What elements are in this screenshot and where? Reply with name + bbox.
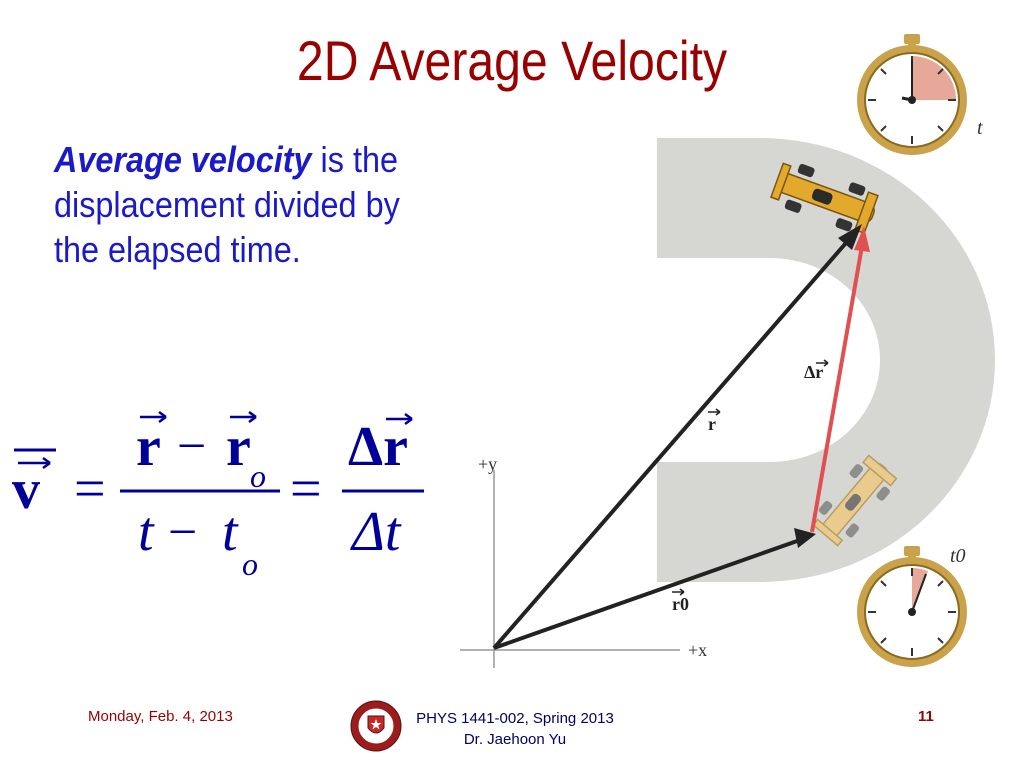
definition-paragraph: Average velocity is the displacement div… — [54, 137, 432, 272]
equals-sign-2: = — [290, 458, 322, 520]
footer-date: Monday, Feb. 4, 2013 — [88, 708, 233, 725]
page-number: 11 — [918, 708, 934, 725]
stopwatch-final-label: t — [977, 117, 983, 139]
denominator-t: t — [138, 501, 155, 563]
equals-sign-1: = — [74, 458, 106, 520]
denominator-subscript-o: o — [242, 546, 258, 582]
vector-delta-r-arrowhead — [854, 226, 870, 252]
vector-delta-r-label: Δr — [804, 362, 823, 382]
vector-r-arrowhead — [838, 224, 862, 250]
slide-title: 2D Average Velocity — [296, 29, 728, 92]
delta-r: Δr — [348, 416, 408, 478]
velocity-symbol: v — [12, 459, 40, 521]
race-car-initial — [812, 454, 898, 547]
numerator-subscript-o: o — [250, 458, 266, 494]
university-seal-icon — [350, 700, 402, 752]
stopwatch-initial-label: t0 — [950, 545, 966, 567]
definition-term: Average velocity — [54, 139, 312, 180]
numerator-r: r — [136, 416, 161, 478]
vector-r0-label: r0 — [672, 594, 689, 614]
x-axis-label: +x — [688, 640, 707, 660]
displacement-figure: +y +x r r0 Δr — [460, 34, 995, 668]
footer-course-info: PHYS 1441-002, Spring 2013 Dr. Jaehoon Y… — [405, 708, 625, 750]
definition-rest: is the displacement divided by the elaps… — [54, 139, 400, 270]
y-axis-label: +y — [478, 454, 497, 474]
stopwatch-initial-icon — [857, 546, 967, 667]
vector-r-label: r — [708, 414, 716, 434]
race-track — [657, 138, 995, 582]
numerator-minus: − — [177, 418, 206, 475]
race-car-final — [770, 162, 879, 235]
numerator-r0: r — [226, 416, 251, 478]
denominator-t0: t — [222, 501, 239, 563]
denominator-minus: − — [168, 504, 197, 561]
delta-t: Δt — [350, 501, 402, 563]
stopwatch-final-icon — [857, 34, 967, 155]
average-velocity-equation: v = r − r o t − t o = Δr Δt — [12, 410, 424, 582]
footer-instructor: Dr. Jaehoon Yu — [463, 731, 567, 748]
vector-r0-arrowhead — [794, 528, 816, 548]
vector-r0 — [493, 538, 801, 650]
vector-r — [492, 234, 854, 650]
vector-delta-r — [810, 245, 864, 533]
footer-course-title: PHYS 1441-002, Spring 2013 — [416, 710, 614, 727]
